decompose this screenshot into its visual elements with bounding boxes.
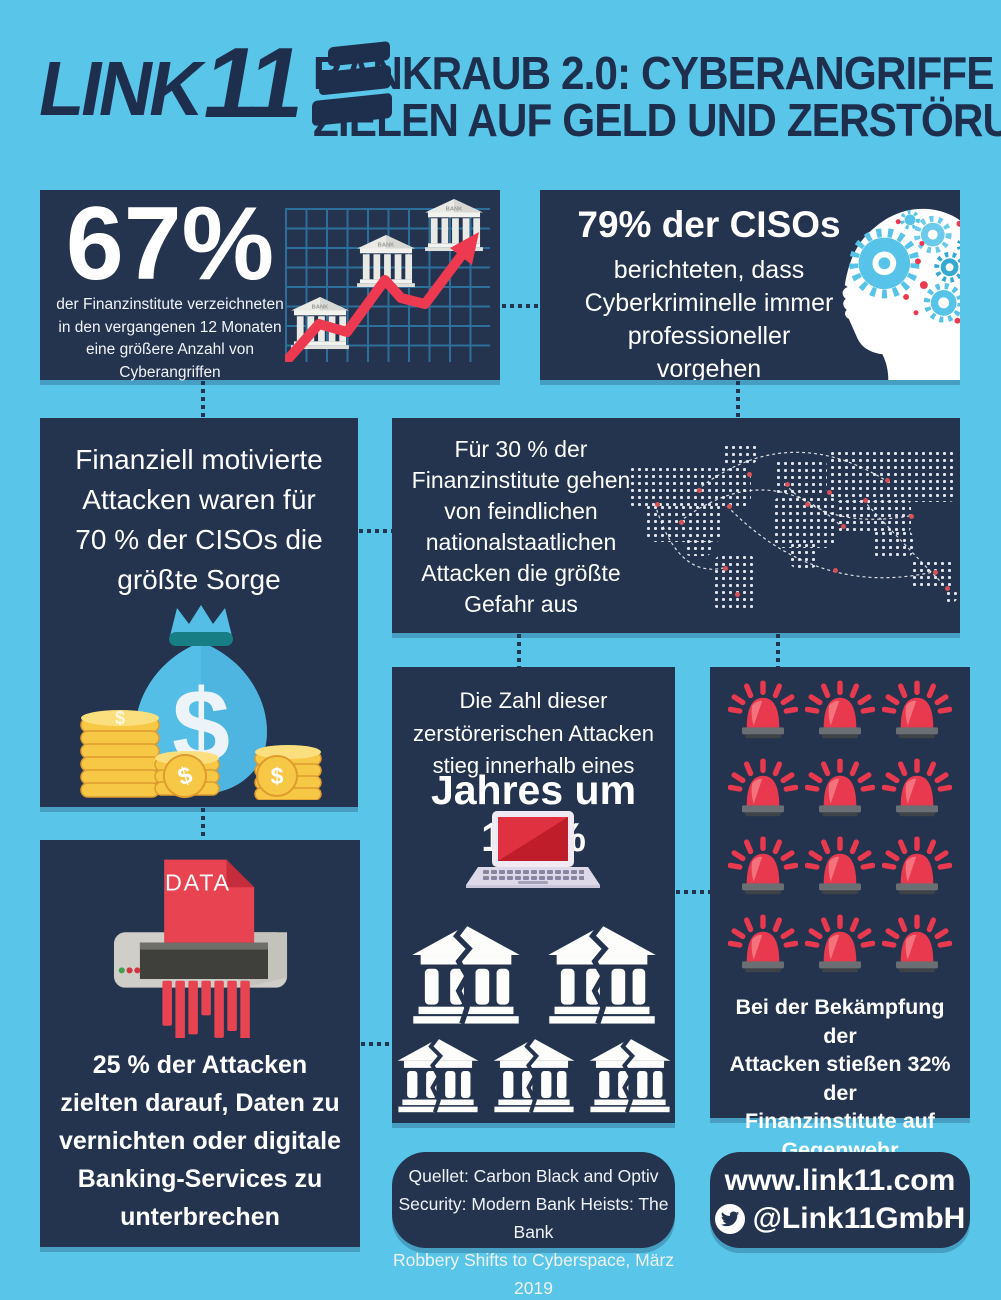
broken-bank-icon (490, 1037, 578, 1113)
website-link[interactable]: www.link11.com (724, 1164, 956, 1197)
counterattack-text: Bei der Bekämpfung der Attacken stießen … (729, 995, 951, 1162)
broken-banks-row-large (392, 923, 675, 1025)
svg-text:$: $ (115, 708, 125, 728)
broken-bank-icon (408, 923, 524, 1025)
dotted-connector (201, 808, 205, 840)
logo-number: 11 (194, 27, 309, 139)
stat-79-percent: 79% der CISOs (577, 204, 841, 245)
dotted-connector (201, 381, 205, 418)
page-title: BANKRAUB 2.0: CYBERANGRIFFE ZIELEN AUF G… (313, 50, 1001, 144)
panel-source: Quellet: Carbon Black and Optiv Security… (392, 1152, 675, 1298)
data-destruction-text: 25 % der Attacken zielten darauf, Daten … (58, 1051, 341, 1231)
siren-icon (728, 677, 798, 745)
siren-icon (805, 677, 875, 745)
attack-volume-description: der Finanzinstitute verzeichneten in den… (56, 296, 284, 381)
attack-routes (654, 451, 946, 587)
panel-nation-state: Für 30 % der Finanzinstitute gehen von f… (392, 418, 960, 633)
ciso-description: berichteten, dass Cyberkriminelle immer … (584, 256, 834, 380)
panel-ciso-professional: 79% der CISOs berichteten, dass Cyberkri… (540, 190, 960, 380)
shredder-icon: DATA (113, 859, 288, 1038)
dotted-connector (361, 1042, 392, 1046)
siren-icon (728, 755, 798, 823)
panel-attack-volume: 67% der Finanzinstitute verzeichneten in… (40, 186, 500, 381)
siren-icon (805, 755, 875, 823)
dotted-connector (776, 634, 780, 667)
siren-icon (882, 755, 952, 823)
nation-state-text: Für 30 % der Finanzinstitute gehen von f… (411, 436, 631, 617)
world-map-icon (627, 438, 957, 618)
siren-icon (882, 677, 952, 745)
destructive-attacks-text: Die Zahl dieser zerstörerischen Attacken… (413, 688, 654, 778)
logo-word: LINK (32, 45, 209, 132)
twitter-handle[interactable]: @Link11GmbH (752, 1202, 966, 1235)
svg-text:$: $ (271, 763, 284, 789)
financial-motive-text: Finanziell motivierte Attacken waren für… (75, 444, 323, 595)
broken-bank-icon (394, 1037, 482, 1113)
title-line-2: ZIELEN AUF GELD UND ZERSTÖRUNG (313, 93, 1001, 146)
siren-icon (728, 833, 798, 901)
siren-icon (805, 911, 875, 979)
siren-icon (728, 911, 798, 979)
panel-data-destruction: DATA 25 % der Attacken zielten darauf, D… (40, 840, 360, 1247)
twitter-icon (714, 1204, 745, 1234)
data-label: DATA (165, 870, 231, 896)
siren-icon (805, 833, 875, 901)
dotted-connector (736, 381, 740, 418)
siren-grid (724, 677, 956, 979)
rising-arrow-icon (285, 232, 479, 362)
dotted-connector (502, 304, 540, 308)
siren-icon (882, 911, 952, 979)
siren-icon (882, 833, 952, 901)
panel-financial-motive: Finanziell motivierte Attacken waren für… (40, 418, 358, 807)
rising-attacks-chart (285, 208, 490, 362)
title-line-1: BANKRAUB 2.0: CYBERANGRIFFE (313, 47, 994, 99)
source-text: Quellet: Carbon Black and Optiv Security… (392, 1166, 675, 1298)
broken-banks-row-small (392, 1037, 675, 1113)
broken-bank-icon (544, 923, 660, 1025)
stat-67-percent: 67% (65, 186, 275, 302)
head-gears-icon (842, 208, 960, 380)
panel-destructive-attacks: Die Zahl dieser zerstörerischen Attacken… (392, 667, 675, 1123)
panel-counterattack: Bei der Bekämpfung der Attacken stießen … (710, 667, 970, 1162)
panel-contact: www.link11.com @Link11GmbH (710, 1152, 970, 1248)
dotted-connector (517, 634, 521, 667)
money-bag-icon: $ $ $ (80, 605, 322, 800)
laptop-icon (458, 809, 608, 893)
dotted-connector (359, 529, 392, 533)
broken-bank-icon (586, 1037, 674, 1113)
dotted-connector (676, 890, 710, 894)
